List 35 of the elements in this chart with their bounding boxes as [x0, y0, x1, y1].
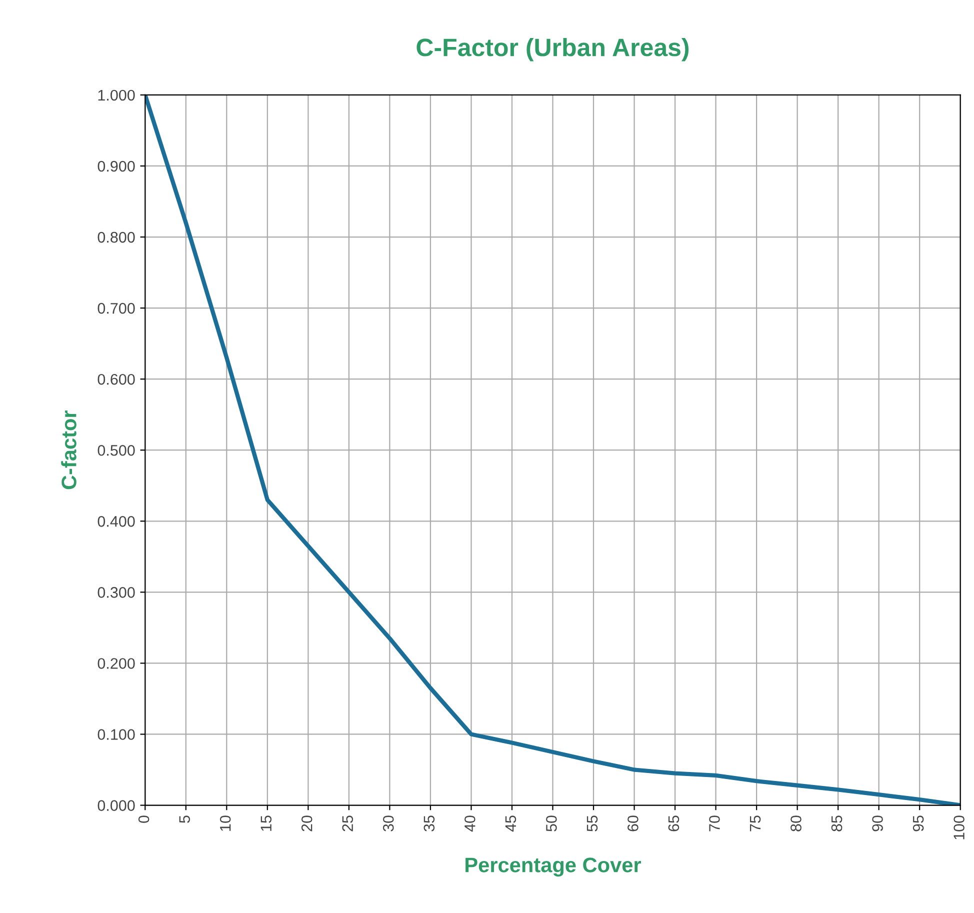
x-tick-label: 20 — [301, 816, 312, 832]
y-axis-title: C-factor — [61, 410, 76, 490]
x-tick-label: 30 — [382, 816, 394, 832]
x-tick-label: 55 — [586, 816, 598, 832]
x-tick-label: 60 — [628, 816, 638, 832]
x-tick-label: 95 — [912, 816, 924, 832]
y-tick-label: 0.100 — [98, 729, 135, 740]
x-tick-label: 70 — [709, 816, 720, 832]
x-tick-label: 5 — [179, 816, 190, 823]
x-tick-label: 100 — [954, 816, 964, 840]
x-tick-label: 90 — [872, 816, 883, 832]
y-tick-label: 0.200 — [98, 658, 135, 669]
y-tick-label: 1.000 — [98, 90, 135, 101]
y-tick-label: 0.900 — [98, 160, 135, 172]
y-tick-label: 0.400 — [98, 516, 135, 527]
x-tick-label: 45 — [505, 816, 516, 832]
x-tick-label: 10 — [220, 816, 231, 831]
x-tick-label: 35 — [424, 816, 435, 832]
chart-title: C-Factor (Urban Areas) — [416, 38, 689, 62]
x-tick-label: 15 — [260, 816, 272, 831]
x-tick-label: 50 — [546, 816, 557, 832]
x-tick-label: 40 — [464, 816, 476, 832]
y-tick-label: 0.000 — [98, 800, 135, 811]
y-tick-label: 0.800 — [98, 232, 135, 243]
y-tick-label: 0.300 — [98, 587, 135, 598]
x-tick-label: 75 — [750, 816, 761, 832]
x-tick-label: 80 — [790, 816, 802, 832]
y-tick-label: 0.700 — [98, 302, 135, 314]
x-tick-label: 65 — [668, 816, 680, 832]
x-tick-label: 0 — [138, 816, 150, 823]
x-tick-label: 25 — [342, 816, 354, 832]
x-axis-title: Percentage Cover — [466, 858, 642, 877]
y-tick-label: 0.600 — [98, 374, 135, 385]
y-tick-label: 0.500 — [98, 444, 135, 456]
x-tick-label: 85 — [831, 816, 842, 832]
